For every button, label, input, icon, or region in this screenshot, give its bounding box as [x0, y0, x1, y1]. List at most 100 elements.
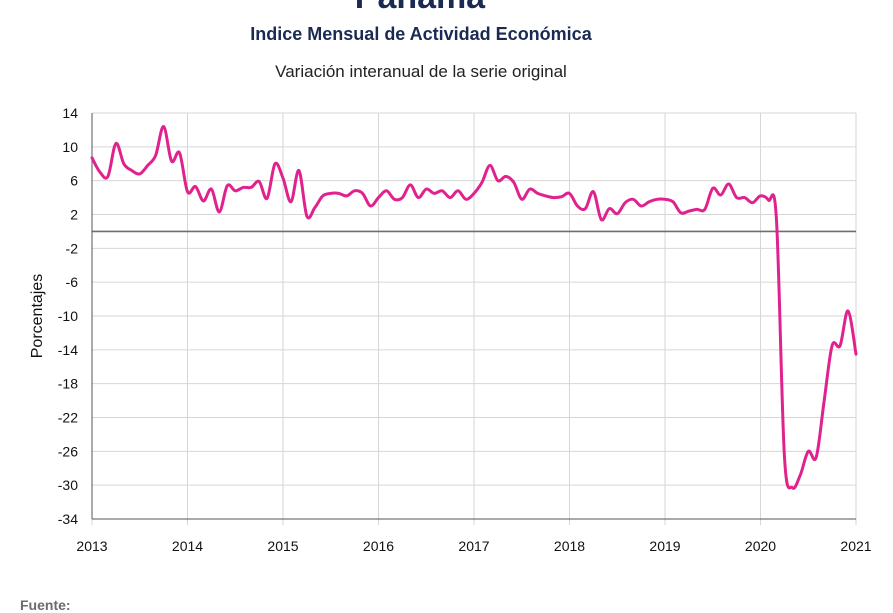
data-point: [791, 487, 793, 489]
x-tick-label: 2013: [76, 538, 107, 554]
data-point: [91, 157, 93, 159]
data-point: [680, 212, 682, 214]
data-point: [592, 191, 594, 193]
data-point: [266, 197, 268, 199]
x-tick-label: 2016: [363, 538, 394, 554]
data-point: [409, 184, 411, 186]
y-tick-label: -14: [58, 342, 78, 358]
data-point: [783, 454, 785, 456]
x-tick-label: 2017: [458, 538, 489, 554]
y-axis: 14 10 6 2 -2 -6 -10 -14 -18 -22 -26 -30 -34: [58, 105, 93, 527]
line-chart: 14 10 6 2 -2 -6 -10 -14 -18 -22 -26 -30 -34 2013 2014…: [29, 105, 872, 554]
data-point: [513, 181, 515, 183]
data-point: [226, 185, 228, 187]
data-point: [759, 195, 761, 197]
y-tick-label: 14: [62, 105, 78, 121]
data-point: [353, 190, 355, 192]
y-tick-label: -22: [58, 410, 78, 426]
data-point: [720, 194, 722, 196]
y-tick-label: 6: [70, 173, 78, 189]
data-point: [242, 186, 244, 188]
data-point: [831, 344, 833, 346]
data-point: [608, 207, 610, 209]
data-point: [330, 192, 332, 194]
data-point: [473, 192, 475, 194]
data-point: [322, 195, 324, 197]
data-point: [640, 205, 642, 207]
data-point: [218, 211, 220, 213]
data-point: [385, 190, 387, 192]
data-point: [361, 192, 363, 194]
data-point: [799, 474, 801, 476]
data-point: [696, 208, 698, 210]
data-point: [234, 190, 236, 192]
data-point: [529, 188, 531, 190]
series-layer: [90, 124, 858, 490]
series-line-imae: [90, 124, 858, 490]
data-point: [170, 160, 172, 162]
data-point: [306, 215, 308, 217]
y-tick-label: 10: [62, 139, 78, 155]
data-point: [807, 450, 809, 452]
data-point: [417, 196, 419, 198]
data-point: [767, 199, 769, 201]
data-point: [521, 198, 523, 200]
data-point: [648, 201, 650, 203]
data-point: [346, 195, 348, 197]
data-point: [194, 185, 196, 187]
data-point: [735, 196, 737, 198]
chart-title: Indice Mensual de Actividad Económica: [250, 24, 592, 44]
data-point: [839, 344, 841, 346]
data-point: [775, 218, 777, 220]
data-point: [123, 163, 125, 165]
data-point: [560, 196, 562, 198]
data-point: [568, 192, 570, 194]
y-tick-label: 2: [70, 207, 78, 223]
y-tick-label: -26: [58, 443, 78, 459]
x-axis: 2013 2014 2015 2016 2017 2018 2019 2020 2021: [76, 518, 872, 554]
data-point: [457, 190, 459, 192]
x-tick-label: 2014: [172, 538, 203, 554]
x-tick-label: 2019: [649, 538, 680, 554]
y-tick-label: -6: [66, 274, 79, 290]
data-point: [250, 186, 252, 188]
data-point: [616, 213, 618, 215]
data-point: [131, 169, 133, 171]
data-point: [433, 192, 435, 194]
data-point: [552, 196, 554, 198]
country-title: Panamá: [0, 0, 840, 17]
data-point: [377, 196, 379, 198]
data-point: [298, 169, 300, 171]
data-point: [751, 202, 753, 204]
data-point: [743, 196, 745, 198]
x-tick-label: 2021: [840, 538, 871, 554]
gridlines: [91, 112, 857, 525]
data-point: [155, 154, 157, 156]
data-point: [139, 173, 141, 175]
data-point: [202, 200, 204, 202]
y-tick-label: -30: [58, 477, 78, 493]
data-point: [401, 196, 403, 198]
data-point: [162, 125, 164, 127]
data-point: [465, 198, 467, 200]
data-point: [823, 399, 825, 401]
data-point: [178, 152, 180, 154]
data-point: [632, 198, 634, 200]
data-point: [314, 207, 316, 209]
data-point: [855, 353, 857, 355]
data-point: [489, 164, 491, 166]
data-point: [704, 208, 706, 210]
data-point: [258, 180, 260, 182]
y-tick-label: -10: [58, 308, 78, 324]
data-point: [425, 188, 427, 190]
data-point: [505, 175, 507, 177]
y-tick-label: -2: [66, 240, 79, 256]
data-point: [147, 164, 149, 166]
data-point: [186, 191, 188, 193]
data-point: [441, 190, 443, 192]
data-point: [481, 181, 483, 183]
y-tick-label: -34: [58, 511, 78, 527]
y-tick-label: -18: [58, 376, 78, 392]
data-point: [584, 207, 586, 209]
data-point: [338, 192, 340, 194]
